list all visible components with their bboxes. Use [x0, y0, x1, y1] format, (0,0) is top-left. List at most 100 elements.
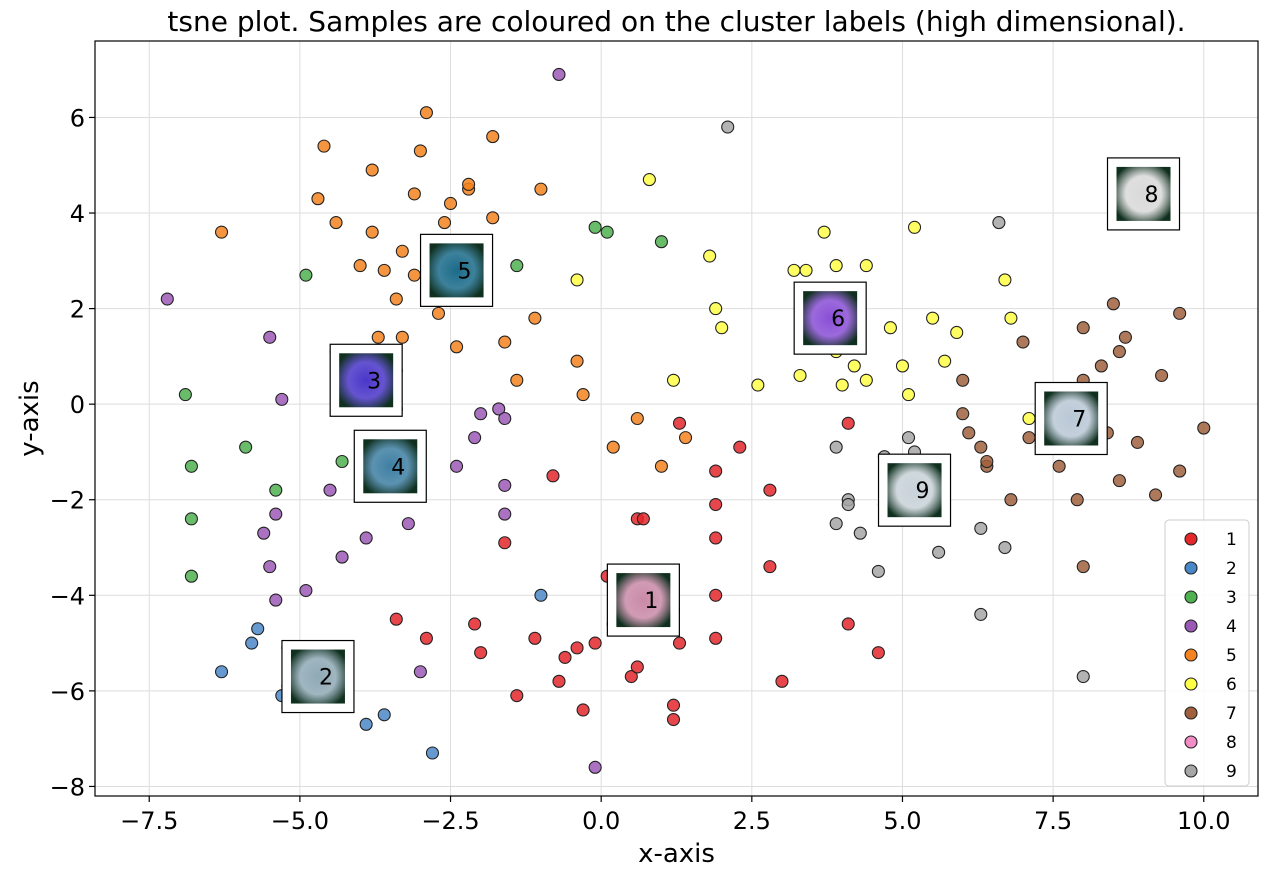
data-point [1016, 335, 1030, 349]
data-point [160, 292, 174, 306]
data-point [672, 636, 687, 650]
legend-marker [1184, 590, 1198, 604]
data-point [1130, 435, 1145, 449]
cluster-label: 5 [458, 259, 472, 284]
data-point [859, 373, 873, 387]
data-point [636, 512, 650, 526]
marker-thumbnail [290, 649, 345, 704]
data-point [1076, 321, 1090, 335]
cluster-marker-6: 6 [793, 281, 867, 355]
data-point [1197, 421, 1211, 435]
data-point [329, 216, 343, 230]
marker-thumbnail [1044, 391, 1099, 446]
data-point [709, 497, 723, 512]
data-point [317, 139, 331, 153]
data-point [1070, 493, 1084, 507]
data-point [642, 173, 656, 187]
data-point [829, 440, 843, 454]
legend-label: 8 [1226, 733, 1237, 753]
data-point [853, 526, 867, 540]
data-point [570, 354, 584, 368]
data-point [895, 359, 910, 373]
x-tick-label: 5.0 [883, 807, 921, 835]
data-point [1094, 359, 1108, 373]
data-point [932, 545, 946, 559]
data-point [841, 497, 855, 512]
legend-label: 1 [1226, 530, 1237, 550]
data-point [666, 712, 681, 727]
data-point [588, 636, 602, 650]
data-point [498, 478, 512, 492]
data-point [835, 378, 849, 392]
legend-label: 5 [1226, 646, 1237, 666]
data-point [1173, 306, 1187, 320]
axis-ticks: −7.5 −5.0 −2.5 0.0 2.5 5.0 7.5 10.0 −8 −6 −4 −2 0 2 4 6 [50, 104, 1231, 835]
cluster-label: 8 [1145, 183, 1159, 208]
data-point [666, 373, 681, 387]
data-point [998, 273, 1012, 287]
data-point [419, 631, 433, 645]
data-point [1004, 311, 1018, 325]
legend-marker [1184, 764, 1198, 778]
data-point [546, 469, 560, 483]
data-point [871, 646, 885, 660]
data-point [709, 302, 723, 316]
data-point [377, 708, 391, 722]
data-point [552, 674, 566, 688]
data-point [486, 130, 500, 144]
data-point [492, 402, 506, 416]
data-point [510, 689, 524, 703]
data-point [263, 330, 277, 344]
data-point [528, 311, 542, 325]
data-point [178, 388, 192, 402]
data-point [359, 717, 373, 731]
data-point [474, 407, 488, 421]
data-point [588, 220, 602, 234]
data-point [275, 392, 289, 406]
data-point [666, 698, 681, 712]
data-point [901, 431, 916, 445]
data-point [401, 517, 415, 531]
cluster-marker-1: 1 [606, 563, 680, 637]
data-point [498, 536, 512, 550]
data-point [974, 607, 988, 621]
data-point [510, 259, 524, 273]
marker-thumbnail [363, 439, 418, 494]
legend-marker [1184, 648, 1198, 662]
data-point [552, 67, 566, 81]
x-tick-label: −2.5 [421, 807, 479, 835]
legend-label: 9 [1226, 762, 1237, 782]
data-point [395, 330, 409, 344]
legend-box [1164, 519, 1250, 787]
data-point [323, 483, 337, 497]
y-tick-label: −2 [50, 487, 85, 515]
data-point [184, 459, 198, 473]
legend-marker [1184, 561, 1198, 575]
series-9 [721, 120, 1090, 684]
data-point [956, 407, 970, 421]
x-tick-label: −5.0 [271, 807, 329, 835]
legend-marker [1184, 706, 1198, 720]
data-point [721, 120, 735, 134]
data-point [672, 416, 687, 430]
data-point [847, 359, 861, 373]
data-point [751, 378, 765, 392]
data-point [1118, 330, 1132, 344]
marker-thumbnail [339, 353, 394, 408]
data-point [413, 144, 427, 158]
cluster-marker-2: 2 [281, 639, 355, 714]
data-point [269, 593, 283, 607]
data-point [245, 636, 259, 650]
cluster-marker-4: 4 [353, 429, 427, 503]
data-point [474, 646, 488, 660]
legend-label: 7 [1226, 704, 1237, 724]
data-point [1155, 368, 1169, 383]
marker-thumbnail [1116, 166, 1171, 221]
data-point [787, 263, 801, 277]
data-point [829, 517, 843, 531]
data-point [257, 526, 271, 540]
legend-label: 4 [1226, 617, 1237, 637]
data-point [654, 235, 668, 249]
data-point [498, 335, 512, 349]
